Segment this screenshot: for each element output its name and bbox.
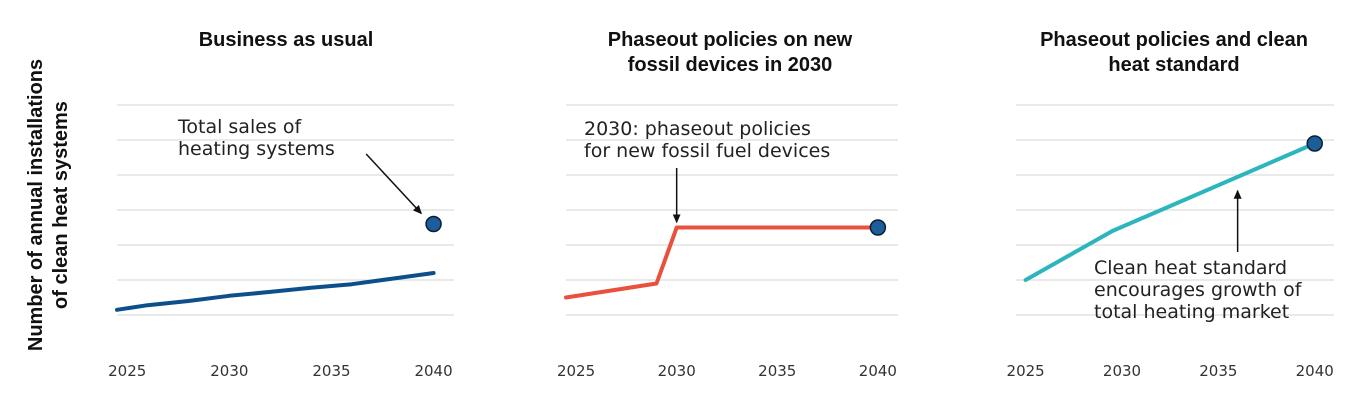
x-tick-label: 2040 — [1296, 362, 1334, 380]
x-tick-label: 2025 — [108, 362, 146, 380]
chart-title-line-2: fossil devices in 2030 — [628, 54, 833, 76]
series-line — [564, 225, 880, 300]
annotation-arrow — [365, 153, 423, 215]
annotation-text-line-2: encourages growth of — [1094, 279, 1303, 301]
x-tick-label: 2035 — [312, 362, 350, 380]
x-tick-label: 2030 — [1103, 362, 1141, 380]
x-tick-label: 2035 — [758, 362, 796, 380]
total-sales-marker — [869, 219, 887, 236]
x-tick-label: 2035 — [1199, 362, 1237, 380]
chart-title-line-2: heat standard — [1108, 54, 1239, 76]
chart-title-line-1: Phaseout policies and clean — [1040, 29, 1308, 51]
x-tick-label: 2030 — [658, 362, 696, 380]
y-axis-label: Number of annual installations of clean … — [25, 59, 72, 351]
series-line — [115, 271, 436, 312]
annotation-text-line-3: total heating market — [1094, 301, 1289, 323]
y-axis-label-line-2: of clean heat systems — [50, 101, 72, 309]
chart-panel-2: Phaseout policies on new fossil devices i… — [557, 29, 898, 380]
x-tick-label: 2030 — [210, 362, 248, 380]
chart-title-line-1: Business as usual — [199, 29, 374, 51]
annotation-text-line-1: Clean heat standard — [1094, 257, 1287, 279]
annotation-text-line-1: Total sales of — [177, 116, 302, 138]
x-tick-label: 2025 — [1007, 362, 1045, 380]
annotation-text-line-1: 2030: phaseout policies — [584, 118, 811, 140]
annotation-text-line-2: for new fossil fuel devices — [584, 140, 830, 162]
total-sales-marker — [1306, 135, 1323, 152]
y-axis-label-line-1: Number of annual installations — [25, 59, 47, 351]
chart-panel-1: Business as usual 2025 2030 2035 2040 Total s… — [108, 29, 454, 380]
total-sales-marker — [425, 215, 442, 233]
x-tick-label: 2040 — [414, 362, 452, 380]
x-tick-label: 2040 — [859, 362, 897, 380]
annotation-text-line-2: heating systems — [178, 138, 335, 160]
x-tick-label: 2025 — [557, 362, 595, 380]
chart-panel-3: Phaseout policies and clean heat standard… — [1007, 29, 1334, 380]
series-line — [1023, 141, 1317, 282]
chart-title-line-1: Phaseout policies on new — [608, 29, 853, 51]
